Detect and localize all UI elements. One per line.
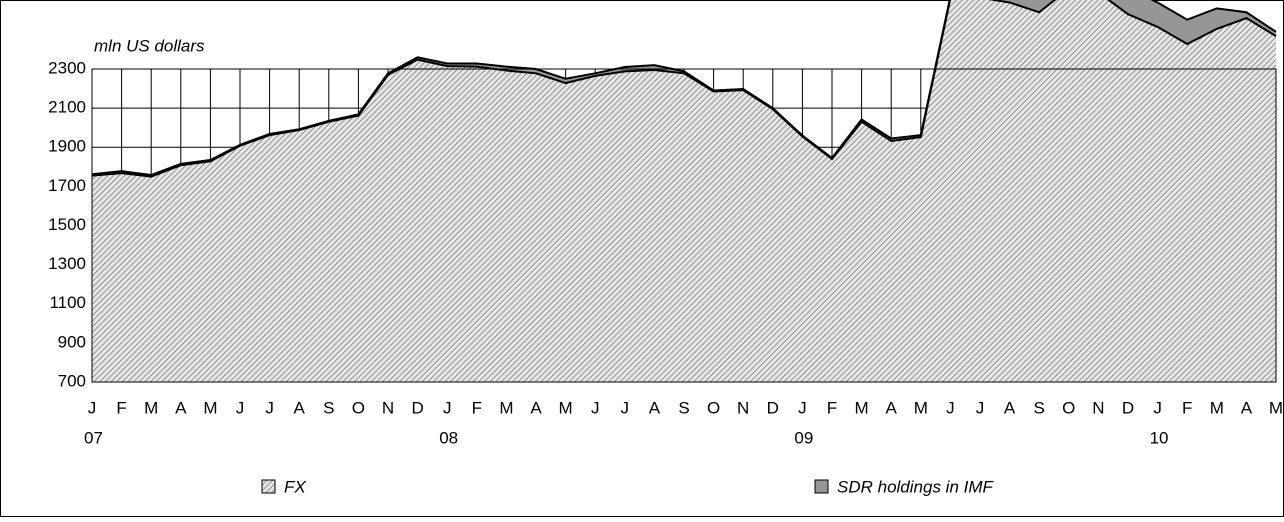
x-tick-label: J [591, 398, 600, 417]
x-tick-label: N [1092, 398, 1104, 417]
y-tick-label: 1100 [49, 293, 86, 312]
x-tick-label: M [499, 398, 513, 417]
x-tick-label: A [1004, 398, 1016, 417]
area [92, 0, 1276, 382]
x-tick-label: J [265, 398, 274, 417]
x-tick-label: J [976, 398, 985, 417]
x-tick-label: M [203, 398, 217, 417]
x-tick-label: D [1122, 398, 1134, 417]
x-tick-label: F [472, 398, 482, 417]
x-tick-label: J [621, 398, 630, 417]
y-tick-label: 900 [58, 332, 86, 351]
year-label: 09 [794, 428, 813, 447]
x-tick-label: F [116, 398, 126, 417]
x-tick-label: M [1269, 398, 1283, 417]
year-label: 07 [84, 428, 103, 447]
x-tick-label: S [323, 398, 334, 417]
x-tick-label: O [352, 398, 365, 417]
x-tick-label: N [737, 398, 749, 417]
x-tick-label: J [236, 398, 245, 417]
year-label: 10 [1150, 428, 1169, 447]
plot-frame [91, 68, 1277, 383]
y-tick-label: 1500 [48, 215, 86, 234]
x-tick-label: A [886, 398, 898, 417]
x-tick-label: F [827, 398, 837, 417]
legend-label: FX [284, 477, 306, 496]
x-tick-label: A [649, 398, 661, 417]
x-tick-label: M [559, 398, 573, 417]
y-tick-label: 1300 [48, 254, 86, 273]
x-tick-label: M [144, 398, 158, 417]
y-tick-label: 2300 [48, 58, 86, 77]
x-tick-label: J [946, 398, 955, 417]
y-tick-label: 2100 [48, 98, 86, 117]
x-tick-label: S [1034, 398, 1045, 417]
x-tick-label: A [294, 398, 306, 417]
x-tick-label: O [707, 398, 720, 417]
x-tick-label: J [1153, 398, 1162, 417]
y-tick-label: 1900 [48, 137, 86, 156]
x-tick-label: J [443, 398, 452, 417]
x-tick-label: M [914, 398, 928, 417]
x-tick-label: J [798, 398, 807, 417]
x-tick-label: O [1062, 398, 1075, 417]
legend-swatch [814, 479, 829, 494]
area [92, 0, 1276, 177]
axis-label: mln US dollars [94, 36, 205, 55]
x-tick-label: M [1210, 398, 1224, 417]
legend-swatch [261, 479, 276, 494]
y-tick-label: 700 [58, 371, 86, 390]
area-edge [91, 0, 1277, 177]
x-tick-label: S [678, 398, 689, 417]
x-tick-label: M [855, 398, 869, 417]
x-tick-label: A [175, 398, 187, 417]
legend-label: SDR holdings in IMF [837, 477, 995, 496]
year-label: 08 [439, 428, 458, 447]
x-tick-label: D [411, 398, 423, 417]
y-tick-label: 1700 [48, 176, 86, 195]
x-tick-label: D [767, 398, 779, 417]
x-tick-label: J [88, 398, 97, 417]
x-tick-label: F [1182, 398, 1192, 417]
x-tick-label: N [382, 398, 394, 417]
x-tick-label: A [1241, 398, 1253, 417]
x-tick-label: A [530, 398, 542, 417]
